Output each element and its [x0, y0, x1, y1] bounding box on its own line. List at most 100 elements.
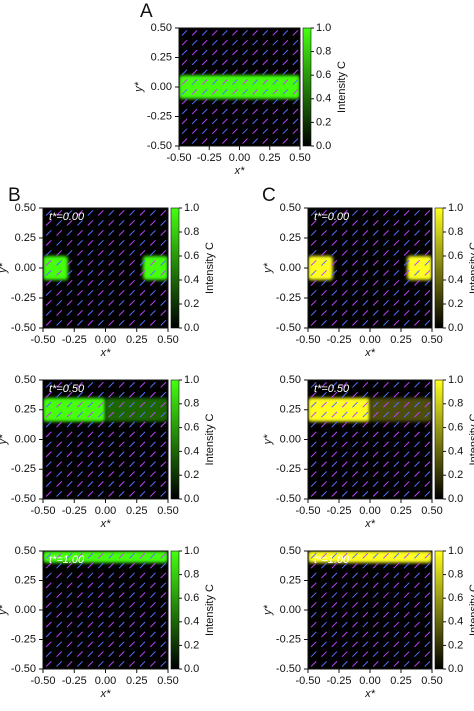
flow-arrow	[108, 229, 115, 236]
flow-arrow	[321, 299, 327, 306]
flow-arrow	[222, 128, 228, 135]
flow-arrow	[310, 552, 317, 559]
flow-arrow	[56, 601, 63, 608]
flow-arrow	[282, 128, 289, 135]
flow-arrow	[292, 39, 299, 46]
flow-arrow	[424, 661, 431, 667]
intensity-region	[43, 256, 68, 280]
flow-arrow	[139, 299, 146, 306]
flow-arrow	[66, 229, 73, 236]
flow-arrow	[201, 118, 208, 125]
y-tick-label: -0.50	[11, 663, 36, 675]
flow-arrow	[393, 572, 400, 579]
flow-arrow	[331, 572, 338, 579]
flow-arrow	[97, 391, 104, 398]
time-annotation: t*=1.00	[49, 554, 85, 566]
flow-arrow	[108, 299, 115, 306]
flow-arrow	[97, 562, 104, 569]
flow-arrow	[97, 299, 104, 306]
flow-arrow	[282, 108, 289, 115]
flow-arrow	[201, 29, 208, 36]
flow-arrow	[310, 249, 317, 256]
flow-arrow	[341, 582, 348, 589]
flow-arrow	[139, 641, 146, 648]
flow-arrow	[45, 562, 52, 569]
flow-arrow	[129, 641, 136, 648]
x-tick-label: -0.50	[166, 152, 191, 164]
flow-arrow	[352, 641, 358, 648]
flow-arrow	[45, 481, 52, 487]
flow-arrow	[87, 411, 94, 418]
flow-arrow	[341, 651, 348, 658]
x-tick-label: 0.00	[359, 675, 380, 687]
flow-arrow	[341, 319, 348, 326]
colorbar-tick-label: 0.4	[448, 616, 463, 628]
flow-arrow	[310, 641, 317, 648]
flow-arrow	[149, 249, 156, 256]
flow-arrow	[211, 98, 218, 105]
colorbar-tick-label: 0.0	[184, 663, 199, 675]
flow-arrow	[292, 79, 299, 85]
flow-arrow	[331, 219, 338, 226]
flow-arrow	[383, 491, 389, 497]
colorbar-tick-label: 0.8	[316, 46, 331, 58]
flow-arrow	[272, 69, 279, 76]
flow-arrow	[97, 582, 104, 589]
flow-arrow	[310, 411, 317, 418]
flow-arrow	[362, 592, 369, 599]
flow-arrow	[403, 441, 410, 448]
flow-arrow	[149, 592, 156, 599]
flow-arrow	[201, 39, 208, 46]
flow-arrow	[372, 552, 379, 559]
flow-arrow	[362, 431, 369, 438]
flow-arrow	[201, 138, 208, 144]
flow-arrow	[66, 259, 73, 266]
flow-arrow	[341, 631, 348, 638]
flow-arrow	[341, 641, 348, 648]
flow-arrow	[118, 299, 125, 306]
flow-arrow	[108, 621, 115, 628]
flow-arrow	[139, 481, 146, 487]
flow-arrow	[424, 592, 431, 599]
flow-arrow	[321, 401, 327, 408]
flow-arrow	[160, 239, 167, 246]
flow-arrow	[393, 562, 400, 569]
flow-arrow	[331, 621, 338, 628]
flow-arrow	[310, 592, 317, 599]
colorbar-tick-label: 1.0	[448, 374, 463, 386]
flow-arrow	[139, 239, 146, 246]
flow-arrow	[362, 641, 369, 648]
flow-arrow	[310, 209, 317, 216]
flow-arrow	[310, 219, 317, 226]
colorbar-tick-label: 0.6	[448, 422, 463, 434]
flow-arrow	[149, 490, 156, 497]
flow-arrow	[211, 138, 218, 144]
flow-arrow	[66, 219, 73, 226]
x-tick-label: -0.50	[30, 334, 55, 346]
flow-arrow	[129, 239, 136, 246]
flow-arrow	[66, 601, 73, 608]
flow-arrow	[321, 481, 327, 487]
y-tick-label: -0.50	[276, 322, 301, 334]
flow-arrow	[66, 552, 73, 559]
flow-arrow	[149, 431, 156, 438]
plot-background	[43, 551, 168, 669]
flow-arrow	[232, 29, 238, 36]
flow-arrow	[97, 481, 104, 487]
flow-arrow	[372, 461, 379, 468]
flow-arrow	[129, 219, 136, 226]
colorbar-tick-label: 0.2	[316, 116, 331, 128]
flow-arrow	[129, 401, 136, 408]
flow-arrow	[393, 441, 400, 448]
flow-arrow	[372, 309, 379, 316]
flow-arrow	[232, 118, 238, 125]
flow-arrow	[403, 631, 410, 638]
flow-arrow	[424, 582, 431, 589]
flow-arrow	[118, 441, 125, 448]
flow-arrow	[160, 249, 167, 256]
colorbar-tick-label: 0.0	[316, 140, 331, 152]
heatmap	[43, 551, 168, 667]
y-tick-label: 0.25	[280, 232, 301, 244]
flow-arrow	[383, 411, 389, 418]
flow-arrow	[403, 471, 410, 478]
